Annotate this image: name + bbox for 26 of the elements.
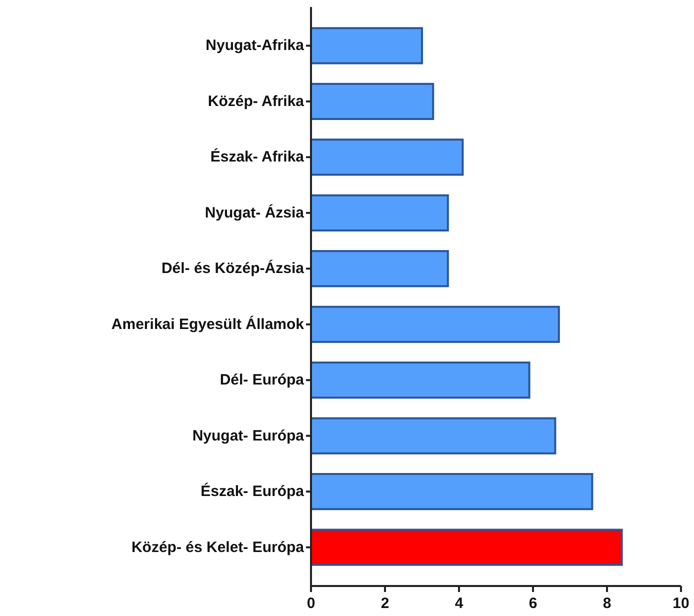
y-tick-label: Amerikai Egyesült Államok bbox=[111, 314, 305, 333]
y-tick-label: Dél- Európa bbox=[220, 372, 305, 389]
y-tick-label: Nyugat- Európa bbox=[192, 427, 305, 444]
x-tick-label: 10 bbox=[672, 595, 690, 612]
y-tick-label: Észak- Európa bbox=[200, 482, 305, 500]
bar bbox=[310, 473, 594, 510]
bar bbox=[310, 250, 449, 288]
bar bbox=[310, 82, 434, 120]
bar bbox=[310, 138, 464, 176]
y-tick-label: Közép- és Kelet- Európa bbox=[131, 538, 305, 556]
bar bbox=[310, 362, 530, 399]
y-tick-label: Nyugat-Afrika bbox=[206, 37, 305, 54]
bar bbox=[310, 306, 560, 343]
bar bbox=[310, 27, 423, 64]
y-tick-label: Nyugat- Ázsia bbox=[204, 203, 305, 222]
x-tick-label: 2 bbox=[380, 595, 390, 612]
x-tick-label: 0 bbox=[306, 595, 316, 612]
x-tick-label: 6 bbox=[528, 595, 538, 612]
y-tick-label: Közép- Afrika bbox=[208, 92, 305, 110]
x-tick-label: 8 bbox=[602, 595, 612, 612]
y-tick-label: Észak- Afrika bbox=[210, 148, 305, 166]
y-tick-label: Dél- és Közép-Ázsia bbox=[161, 259, 305, 278]
bar bbox=[310, 528, 623, 566]
x-tick-label: 4 bbox=[454, 595, 464, 612]
bar bbox=[310, 417, 556, 454]
bar bbox=[310, 194, 449, 232]
